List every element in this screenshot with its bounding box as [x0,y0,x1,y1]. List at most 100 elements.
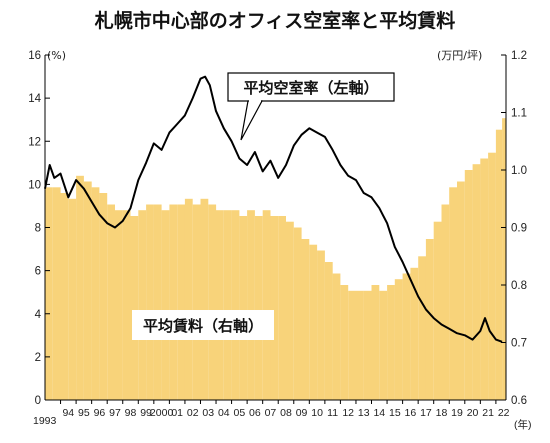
rent-bar [502,118,506,400]
rent-bar [76,175,84,401]
rent-bar [332,273,341,400]
rent-bar [402,273,411,400]
rent-bar [177,204,185,400]
rent-bar [146,204,154,400]
vacancy-label-pointer [240,100,264,141]
x-tick-label: 2000 [150,407,174,419]
rent-bar [239,216,248,400]
x-tick-label: 09 [296,407,308,419]
rent-series-label: 平均賃料（右軸） [143,317,263,335]
rent-bar [348,290,356,401]
left-tick-label: 8 [35,223,41,235]
rent-bar [130,216,139,400]
vacancy-series-label: 平均空室率（左軸） [243,79,378,97]
x-tick-label: 99 [140,407,152,419]
rent-bar [340,285,349,400]
x-tick-label: 01 [171,407,183,419]
x-tick-label: 03 [202,407,214,419]
rent-bar [379,290,388,401]
rent-bar [45,187,53,401]
rent-bar [457,181,465,400]
rent-bar [83,181,92,400]
rent-bar [410,267,419,401]
rent-bar [138,210,147,400]
rent-bar [488,152,496,400]
x-tick-label: 11 [327,407,338,419]
x-tick-label: 97 [109,407,121,419]
vacancy-line-layer [44,75,503,343]
rent-bar [270,216,279,400]
vacancy-label-box [227,72,395,102]
left-tick-label: 12 [28,136,41,148]
rent-bar [495,129,503,400]
right-tick-label: 1.1 [511,108,527,120]
x-tick-label: 19 [451,407,463,419]
rent-bar [122,210,131,400]
x-tick-label: 21 [482,407,494,419]
rent-bar [418,256,426,401]
rent-bar [449,187,457,401]
rent-bar [286,221,294,400]
left-axis-unit: (%) [47,49,66,62]
series-labels: 平均空室率（左軸） 平均賃料（右軸） [132,72,395,340]
x-tick-label: 98 [125,407,137,419]
rent-label-box [132,310,274,340]
rent-bar [363,290,372,401]
x-axis-unit: (年) [514,418,532,431]
rent-bars [45,118,506,401]
rent-bar [278,216,286,400]
right-tick-label: 0.8 [511,280,527,292]
rent-bar [223,210,232,400]
x-tick-label: 07 [265,407,277,419]
right-tick-label: 0.7 [511,338,527,350]
rent-bar [441,204,450,400]
rent-bar [317,250,325,400]
rent-bar [192,204,201,400]
left-tick-label: 10 [28,179,41,191]
rent-bar [169,204,178,400]
x-tick-label: 12 [342,407,354,419]
right-tick-label: 1.2 [511,50,527,62]
left-tick-label: 0 [35,395,41,407]
right-tick-label: 0.6 [511,395,527,407]
rent-bar [184,198,193,401]
rent-bar [231,210,240,400]
left-tick-label: 6 [35,266,41,278]
rent-bar [472,164,481,400]
x-tick-label: 14 [373,407,385,419]
rent-bar [387,285,395,400]
rent-bar [247,210,255,400]
rent-bar [309,244,318,400]
x-tick-label: 22 [498,407,510,419]
rent-bar [200,198,209,401]
left-tick-label: 4 [35,309,42,321]
rent-bar [107,204,115,400]
rent-bar [324,262,333,400]
x-tick-label: 05 [234,407,246,419]
x-tick-label: 18 [436,407,448,419]
x-tick-label: 15 [389,407,401,419]
x-tick-label: 17 [420,407,432,419]
rent-bar [216,210,224,400]
chart-title: 札幌市中心部のオフィス空室率と平均賃料 [94,9,456,32]
rent-bar [464,170,473,400]
axes: 02468101214160.60.70.80.91.01.11.2199394… [28,50,527,427]
x-tick-label: 1993 [33,415,57,427]
x-tick-label: 10 [311,407,323,419]
x-tick-label: 13 [358,407,370,419]
rent-bar [480,158,489,400]
rent-bar [60,193,69,400]
x-tick-label: 16 [405,407,417,419]
right-tick-label: 1.0 [511,165,527,177]
rent-bar [161,210,170,400]
rent-bar [371,285,380,400]
rent-bar [356,290,364,401]
rent-bar [99,193,108,400]
x-tick-label: 96 [94,407,106,419]
left-tick-label: 14 [28,93,41,105]
rent-bar [52,187,61,401]
left-tick-label: 16 [28,50,41,62]
x-tick-label: 02 [187,407,199,419]
rent-bar [115,210,123,400]
